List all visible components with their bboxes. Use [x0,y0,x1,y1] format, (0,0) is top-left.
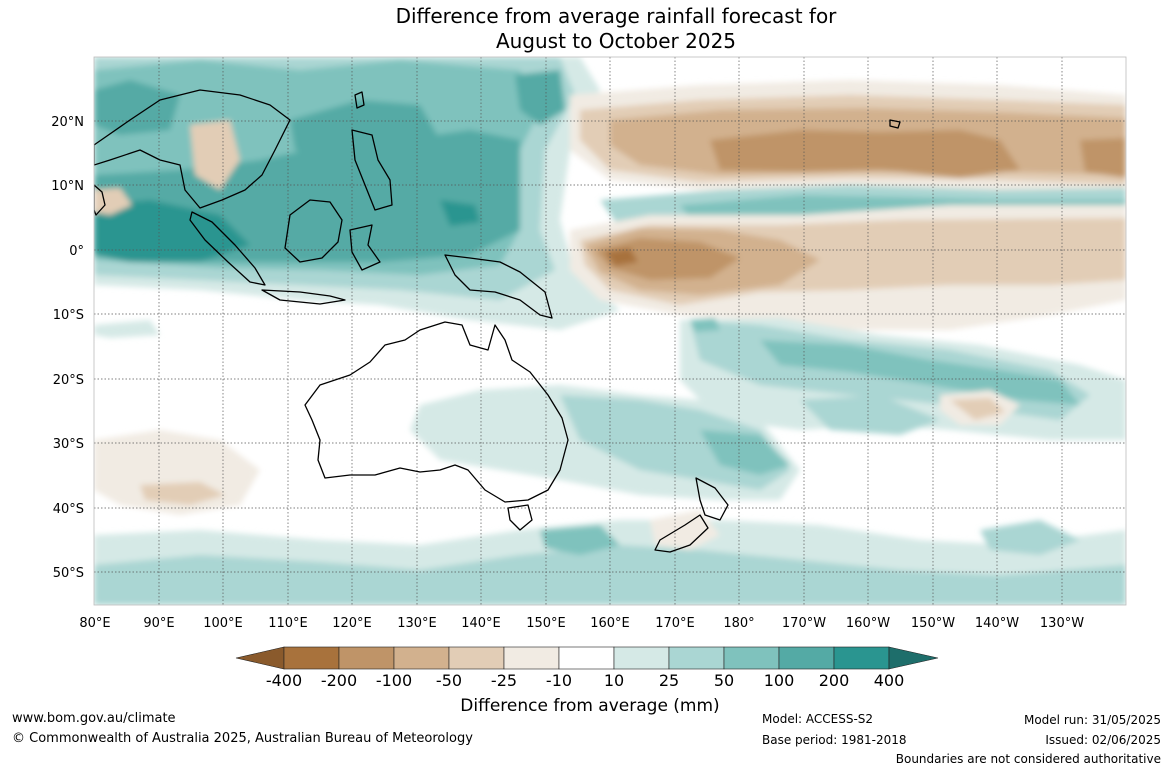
base-period: Base period: 1981-2018 [762,733,907,747]
lon-label: 170°W [782,616,826,631]
colorbar-tick: -50 [435,671,463,690]
issued-date: Issued: 02/06/2025 [1045,733,1161,747]
lat-label: 40°S [53,502,84,517]
sumatra-outline [189,211,266,286]
australia-outline [304,321,569,503]
lat-label: 50°S [53,566,84,581]
colorbar-swatch [668,646,725,670]
colorbar-low-extreme [235,646,285,670]
taiwan-outline [354,91,365,109]
colorbar [235,646,939,670]
new-guinea-outline [444,254,553,319]
colorbar-tick: 10 [603,671,625,690]
colorbar-title: Difference from average (mm) [460,696,720,716]
mainland-southeast-asia-outline [94,89,291,209]
coastlines [94,89,901,553]
longitude-labels: 80°E 90°E 100°E 110°E 120°E 130°E 140°E … [79,616,1084,631]
lon-label: 100°E [203,616,243,631]
latitude-labels: 20°N 10°N 0° 10°S 20°S 30°S 40°S 50°S [51,115,84,581]
boundaries-disclaimer: Boundaries are not considered authoritat… [895,752,1161,766]
colorbar-swatch [558,646,615,670]
copyright-text: © Commonwealth of Australia 2025, Austra… [12,731,473,746]
colorbar-swatch [393,646,450,670]
lon-label: 150°W [911,616,955,631]
lon-label: 150°E [526,616,566,631]
lat-label: 10°N [51,179,84,194]
lon-label: 170°E [655,616,695,631]
java-outline [261,289,346,305]
colorbar-tick: 50 [713,671,735,690]
lon-label: 140°E [461,616,501,631]
lon-label: 120°E [332,616,372,631]
model-name: Model: ACCESS-S2 [762,712,874,726]
colorbar-tick: -25 [490,671,518,690]
colorbar-tick: 200 [818,671,850,690]
colorbar-tick: 25 [658,671,680,690]
colorbar-swatch [723,646,780,670]
lat-label: 20°S [53,373,84,388]
lat-label: 20°N [51,115,84,130]
colorbar-tick: -10 [545,671,573,690]
lat-label: 0° [69,244,84,259]
lon-label: 180° [723,616,754,631]
lon-label: 90°E [143,616,174,631]
lat-label: 10°S [53,308,84,323]
colorbar-tick: -200 [320,671,358,690]
colorbar-high-extreme [888,646,939,670]
lon-label: 130°W [1040,616,1084,631]
colorbar-swatch [778,646,835,670]
colorbar-tick: -100 [375,671,413,690]
new-zealand-south-outline [654,514,709,553]
colorbar-swatch [283,646,340,670]
title-line-1: Difference from average rainfall forecas… [395,4,837,28]
sulawesi-outline [349,224,381,271]
website-link[interactable]: www.bom.gov.au/climate [12,711,176,726]
lon-label: 160°E [590,616,630,631]
borneo-outline [284,199,343,263]
colorbar-swatch [338,646,395,670]
colorbar-swatch [448,646,505,670]
colorbar-tick: 100 [763,671,795,690]
graticule [94,57,1126,605]
model-run-date: Model run: 31/05/2025 [1023,713,1161,727]
tasmania-outline [507,504,533,531]
title-line-2: August to October 2025 [495,29,737,53]
colorbar-tick: 400 [873,671,905,690]
lon-label: 140°W [975,616,1019,631]
india-tip-outline [94,184,106,216]
lon-label: 160°W [846,616,890,631]
colorbar-swatch [833,646,890,670]
lon-label: 80°E [79,616,110,631]
colorbar-tick: -400 [265,671,303,690]
rainfall-anomaly-field [94,57,1126,605]
lon-label: 110°E [268,616,308,631]
philippines-outline [351,129,393,211]
lat-label: 30°S [53,437,84,452]
map-frame [93,56,1127,606]
colorbar-swatch [503,646,560,670]
hawaii-outline [889,119,901,129]
lon-label: 130°E [397,616,437,631]
new-zealand-north-outline [695,477,729,521]
colorbar-swatch [613,646,670,670]
map-title: Difference from average rainfall forecas… [0,4,1173,54]
